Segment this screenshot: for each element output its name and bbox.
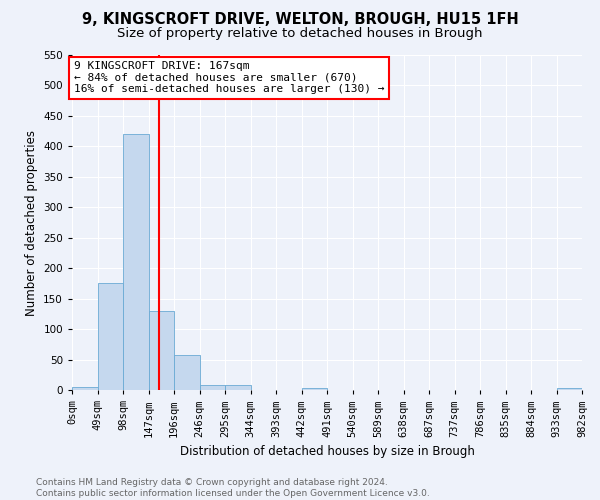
Bar xyxy=(199,385,225,390)
X-axis label: Distribution of detached houses by size in Brough: Distribution of detached houses by size … xyxy=(179,445,475,458)
Bar xyxy=(97,284,123,390)
Bar xyxy=(123,134,149,390)
Bar xyxy=(302,388,327,390)
Bar xyxy=(149,311,174,390)
Y-axis label: Number of detached properties: Number of detached properties xyxy=(25,130,38,316)
Bar xyxy=(72,387,97,390)
Text: Size of property relative to detached houses in Brough: Size of property relative to detached ho… xyxy=(117,28,483,40)
Text: 9 KINGSCROFT DRIVE: 167sqm
← 84% of detached houses are smaller (670)
16% of sem: 9 KINGSCROFT DRIVE: 167sqm ← 84% of deta… xyxy=(74,61,384,94)
Text: Contains HM Land Registry data © Crown copyright and database right 2024.
Contai: Contains HM Land Registry data © Crown c… xyxy=(36,478,430,498)
Bar xyxy=(557,388,582,390)
Bar xyxy=(225,385,251,390)
Bar xyxy=(174,354,199,390)
Text: 9, KINGSCROFT DRIVE, WELTON, BROUGH, HU15 1FH: 9, KINGSCROFT DRIVE, WELTON, BROUGH, HU1… xyxy=(82,12,518,28)
